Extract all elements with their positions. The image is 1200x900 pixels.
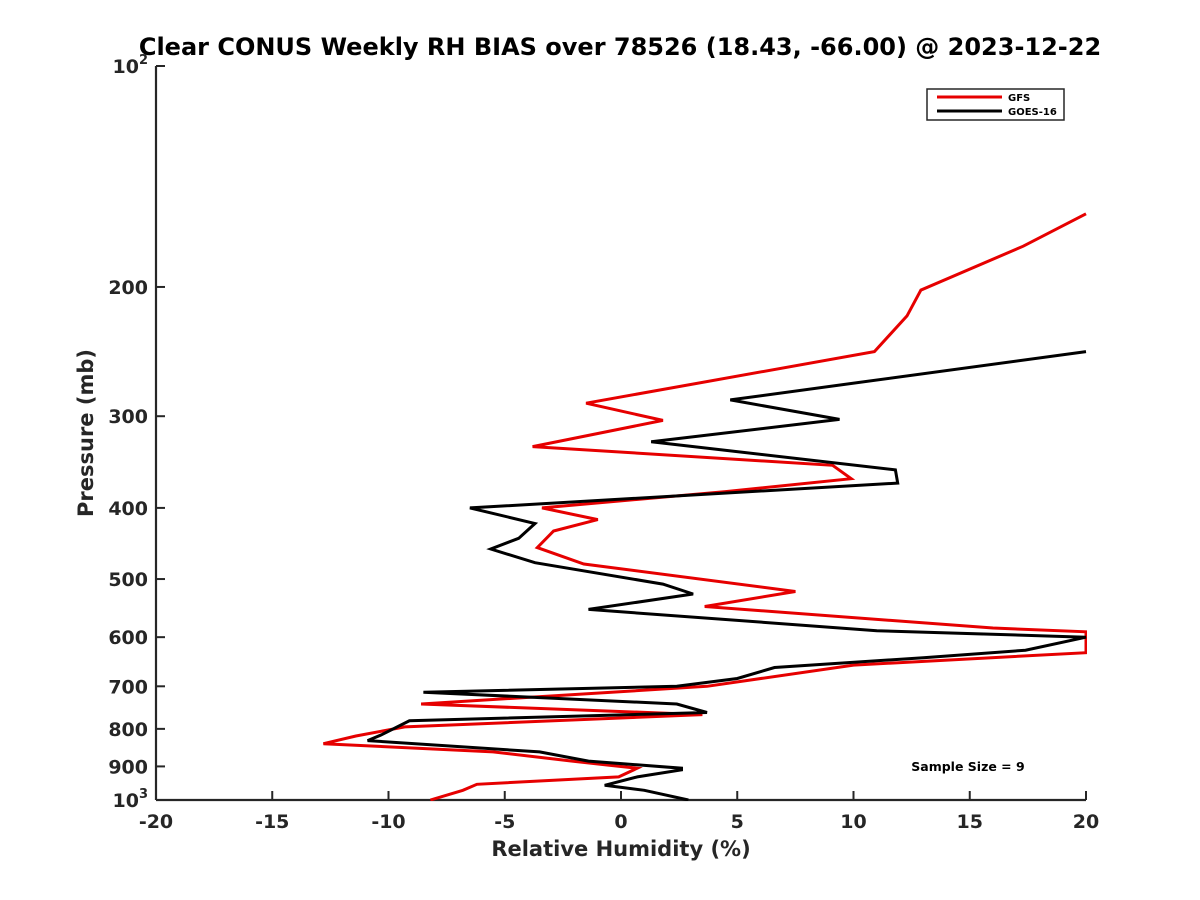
plot-axes xyxy=(154,66,1086,802)
x-axis-label: Relative Humidity (%) xyxy=(491,837,750,861)
series-line-goes-16 xyxy=(367,350,1087,801)
x-axis-ticks: -20 -15 -10 -5 0 5 10 15 20 xyxy=(139,791,1099,833)
y-tick-label: 800 xyxy=(108,719,148,741)
x-tick-label: 15 xyxy=(957,811,983,833)
y-tick-label: 200 xyxy=(108,277,148,299)
y-tick-label: 400 xyxy=(108,498,148,520)
y-tick-label: 700 xyxy=(108,676,148,698)
y-tick-label: 500 xyxy=(108,569,148,591)
y-tick-label: 900 xyxy=(108,756,148,778)
x-tick-label: -5 xyxy=(494,811,515,833)
x-tick-label: -10 xyxy=(371,811,405,833)
y-axis-ticks: 102 200 300 400 500 600 700 800 900 103 xyxy=(108,53,165,812)
y-tick-label: 300 xyxy=(108,406,148,428)
y-tick-label: 103 xyxy=(113,787,149,812)
x-tick-label: 20 xyxy=(1073,811,1099,833)
x-tick-label: 5 xyxy=(731,811,744,833)
legend-label: GOES-16 xyxy=(1008,107,1057,118)
sample-size-annotation: Sample Size = 9 xyxy=(911,759,1024,774)
legend-box xyxy=(926,88,1065,121)
x-tick-label: -20 xyxy=(139,811,173,833)
x-tick-label: 0 xyxy=(614,811,627,833)
series-layer xyxy=(323,212,1087,801)
legend: GFS GOES-16 xyxy=(926,88,1065,121)
series-line-gfs xyxy=(323,212,1087,801)
y-tick-label: 102 xyxy=(113,53,149,78)
y-axis-label: Pressure (mb) xyxy=(74,349,98,517)
y-tick-label: 600 xyxy=(108,627,148,649)
legend-label: GFS xyxy=(1008,93,1030,104)
x-tick-label: -15 xyxy=(255,811,289,833)
x-tick-label: 10 xyxy=(840,811,866,833)
chart-title: Clear CONUS Weekly RH BIAS over 78526 (1… xyxy=(139,33,1101,61)
